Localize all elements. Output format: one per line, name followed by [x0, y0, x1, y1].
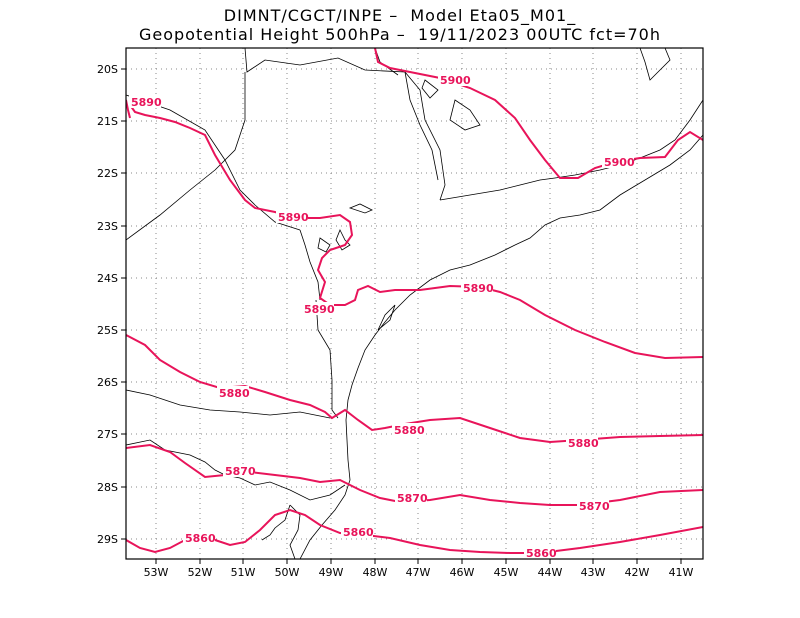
- contour-label-5860-b: 5860: [343, 526, 374, 539]
- lat-tick-label: 23S: [97, 220, 118, 233]
- lat-tick-label: 26S: [97, 376, 118, 389]
- map-title-line-2: Geopotential Height 500hPa – 19/11/2023 …: [138, 25, 661, 44]
- map-title-line-1: DIMNT/CGCT/INPE – Model Eta05_M01_: [223, 6, 577, 25]
- lat-tick-label: 22S: [97, 167, 118, 180]
- contour-label-5890-d: 5890: [463, 282, 494, 295]
- lat-tick-label: 28S: [97, 481, 118, 494]
- contour-label-5870-b: 5870: [397, 492, 428, 505]
- contour-labels: 5900 5900 5890 5890 5890 5890 5880 5880 …: [129, 73, 635, 560]
- lon-tick-label: 50W: [275, 566, 300, 579]
- lat-tick-label: 24S: [97, 272, 118, 285]
- contour-label-5870-c: 5870: [579, 500, 610, 513]
- lon-tick-label: 53W: [144, 566, 169, 579]
- lon-tick-label: 41W: [669, 566, 694, 579]
- longitude-labels: 53W 52W 51W 50W 49W 48W 47W 46W 45W 44W …: [144, 566, 694, 579]
- contour-label-5890-c: 5890: [304, 303, 335, 316]
- lon-tick-label: 47W: [406, 566, 431, 579]
- contour-5890-west: [126, 99, 131, 119]
- contour-label-5870-a: 5870: [225, 465, 256, 478]
- contour-label-5860-c: 5860: [526, 547, 557, 560]
- lon-tick-label: 51W: [231, 566, 256, 579]
- contour-lines: [126, 48, 703, 554]
- contour-label-5860-a: 5860: [185, 532, 216, 545]
- contour-5870: [126, 443, 703, 506]
- contour-label-5890-b: 5890: [278, 211, 309, 224]
- lat-tick-label: 21S: [97, 115, 118, 128]
- contour-label-5880-b: 5880: [394, 424, 425, 437]
- grid-lines: [126, 48, 703, 559]
- tick-marks: [121, 68, 682, 564]
- lon-tick-label: 49W: [319, 566, 344, 579]
- contour-label-5890-a: 5890: [131, 96, 162, 109]
- contour-5890-north: [129, 104, 703, 360]
- latitude-labels: 20S 21S 22S 23S 24S 25S 26S 27S 28S 29S: [97, 63, 118, 546]
- contour-label-5880-a: 5880: [219, 387, 250, 400]
- lon-tick-label: 43W: [581, 566, 606, 579]
- contour-label-5900-b: 5900: [604, 156, 635, 169]
- lon-tick-label: 44W: [538, 566, 563, 579]
- lon-tick-label: 45W: [494, 566, 519, 579]
- contour-5880: [126, 334, 703, 444]
- lat-tick-label: 29S: [97, 533, 118, 546]
- lon-tick-label: 48W: [363, 566, 388, 579]
- contour-label-5880-c: 5880: [568, 437, 599, 450]
- lon-tick-label: 42W: [625, 566, 650, 579]
- lon-tick-label: 46W: [450, 566, 475, 579]
- lat-tick-label: 25S: [97, 324, 118, 337]
- lat-tick-label: 20S: [97, 63, 118, 76]
- lon-tick-label: 52W: [188, 566, 213, 579]
- lat-tick-label: 27S: [97, 428, 118, 441]
- plot-frame: [125, 47, 704, 560]
- boundaries: [126, 48, 703, 559]
- contour-5900: [374, 48, 703, 179]
- contour-label-5900-a: 5900: [440, 74, 471, 87]
